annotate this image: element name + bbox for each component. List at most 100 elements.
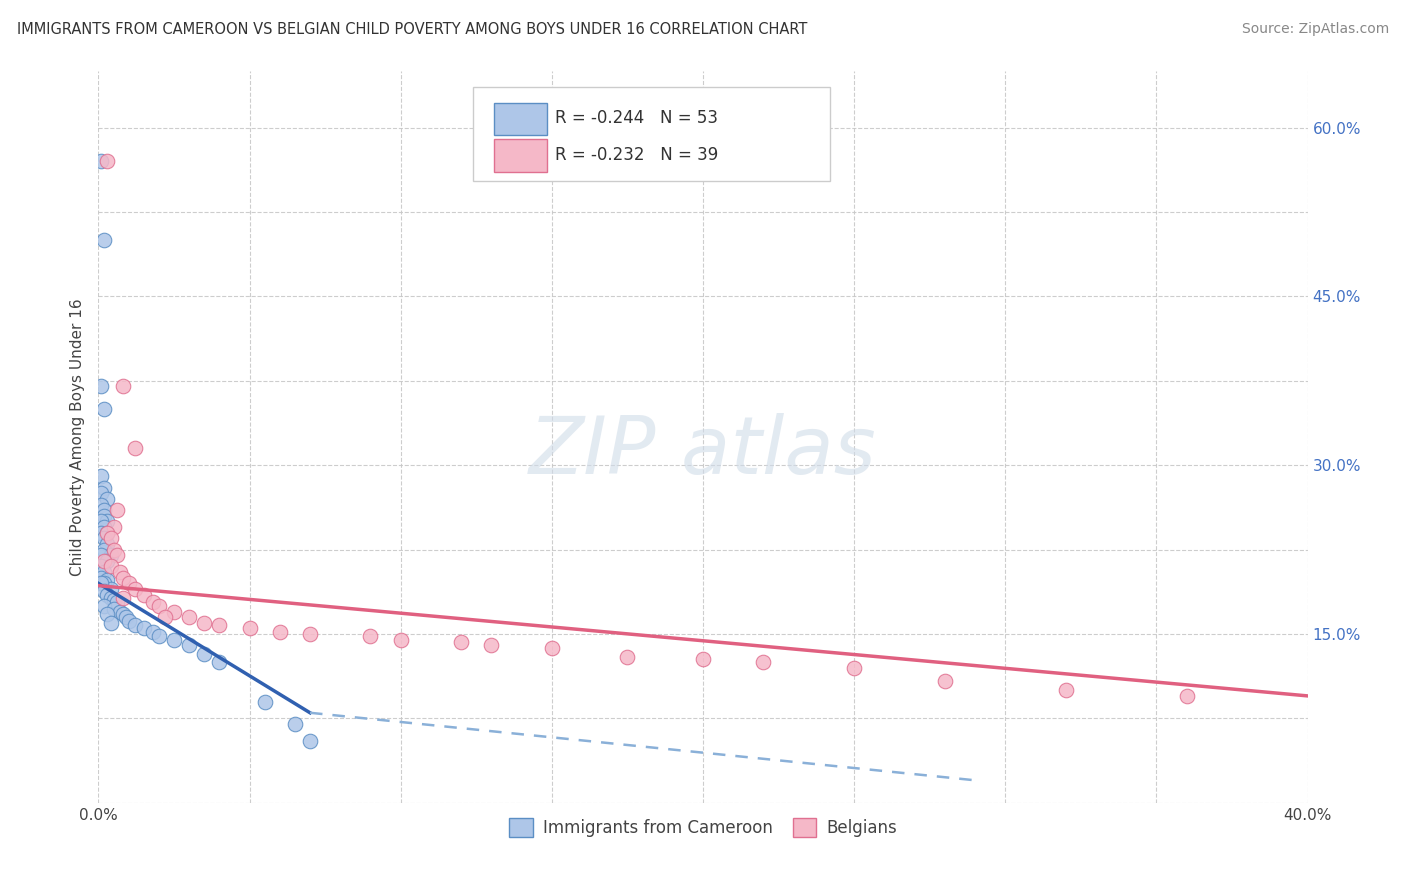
Point — [844, 661, 866, 675]
Point — [93, 576, 115, 591]
Point — [105, 595, 128, 609]
Point — [103, 520, 125, 534]
Point — [90, 559, 112, 574]
Point — [100, 532, 122, 546]
Point — [111, 571, 134, 585]
Point — [93, 401, 115, 416]
Point — [132, 621, 155, 635]
Point — [90, 576, 112, 591]
Point — [142, 624, 165, 639]
Point — [93, 565, 115, 579]
Point — [105, 548, 128, 562]
Point — [111, 379, 134, 393]
Text: IMMIGRANTS FROM CAMEROON VS BELGIAN CHILD POVERTY AMONG BOYS UNDER 16 CORRELATIO: IMMIGRANTS FROM CAMEROON VS BELGIAN CHIL… — [17, 22, 807, 37]
Point — [153, 610, 176, 624]
FancyBboxPatch shape — [474, 87, 830, 181]
Point — [692, 652, 714, 666]
Point — [208, 655, 231, 669]
Point — [299, 734, 322, 748]
Point — [124, 582, 146, 596]
Point — [450, 635, 472, 649]
Point — [93, 584, 115, 599]
Point — [108, 565, 131, 579]
Point — [752, 655, 775, 669]
Point — [389, 632, 412, 647]
Point — [90, 525, 112, 540]
Point — [93, 508, 115, 523]
FancyBboxPatch shape — [494, 103, 547, 135]
Point — [96, 537, 118, 551]
Y-axis label: Child Poverty Among Boys Under 16: Child Poverty Among Boys Under 16 — [70, 298, 86, 576]
Text: ZIP atlas: ZIP atlas — [529, 413, 877, 491]
Point — [96, 588, 118, 602]
Point — [481, 638, 503, 652]
Point — [96, 515, 118, 529]
Point — [179, 638, 201, 652]
Point — [163, 605, 186, 619]
Point — [105, 503, 128, 517]
Point — [93, 481, 115, 495]
Point — [118, 576, 141, 591]
Point — [132, 588, 155, 602]
Point — [96, 525, 118, 540]
Point — [616, 649, 638, 664]
Point — [163, 632, 186, 647]
Point — [100, 548, 122, 562]
Point — [93, 542, 115, 557]
Point — [93, 599, 115, 613]
Point — [90, 515, 112, 529]
Point — [90, 154, 112, 169]
Point — [100, 615, 122, 630]
Point — [148, 599, 170, 613]
Point — [96, 573, 118, 587]
Point — [193, 647, 215, 661]
Point — [100, 559, 122, 574]
Point — [269, 624, 291, 639]
Point — [108, 605, 131, 619]
Point — [100, 591, 122, 605]
Point — [90, 571, 112, 585]
Point — [142, 595, 165, 609]
Text: R = -0.244   N = 53: R = -0.244 N = 53 — [555, 109, 718, 128]
Point — [103, 542, 125, 557]
Point — [253, 694, 276, 708]
Point — [90, 548, 112, 562]
Point — [114, 610, 136, 624]
Point — [124, 618, 146, 632]
Point — [934, 674, 956, 689]
Point — [90, 498, 112, 512]
Point — [360, 629, 382, 643]
FancyBboxPatch shape — [494, 139, 547, 171]
Point — [540, 640, 562, 655]
Point — [96, 525, 118, 540]
Point — [96, 554, 118, 568]
Point — [103, 593, 125, 607]
Point — [96, 154, 118, 169]
Point — [1054, 683, 1077, 698]
Point — [100, 582, 122, 596]
Point — [96, 607, 118, 621]
Point — [90, 379, 112, 393]
Point — [1175, 689, 1198, 703]
Point — [96, 491, 118, 506]
Point — [118, 614, 141, 628]
Point — [90, 486, 112, 500]
Legend: Immigrants from Cameroon, Belgians: Immigrants from Cameroon, Belgians — [501, 810, 905, 846]
Point — [179, 610, 201, 624]
Text: R = -0.232   N = 39: R = -0.232 N = 39 — [555, 145, 718, 164]
Point — [148, 629, 170, 643]
Point — [208, 618, 231, 632]
Point — [239, 621, 262, 635]
Text: Source: ZipAtlas.com: Source: ZipAtlas.com — [1241, 22, 1389, 37]
Point — [93, 503, 115, 517]
Point — [93, 233, 115, 247]
Point — [103, 602, 125, 616]
Point — [93, 532, 115, 546]
Point — [124, 442, 146, 456]
Point — [93, 520, 115, 534]
Point — [193, 615, 215, 630]
Point — [93, 554, 115, 568]
Point — [284, 717, 307, 731]
Point — [90, 469, 112, 483]
Point — [111, 607, 134, 621]
